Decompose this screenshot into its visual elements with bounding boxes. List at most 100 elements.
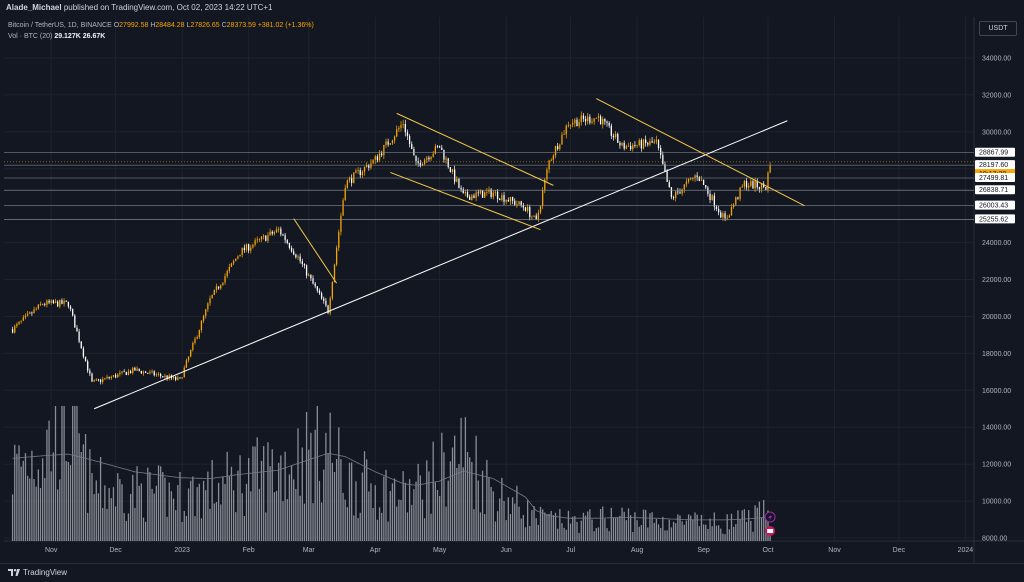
level-label: 26003.43 xyxy=(979,203,1008,210)
candle-body xyxy=(625,146,627,149)
volume-bar xyxy=(623,511,625,541)
candle-body xyxy=(136,368,138,371)
candle-body xyxy=(282,234,284,236)
candle-body xyxy=(696,175,698,177)
volume-bar xyxy=(372,508,374,541)
volume-bar xyxy=(258,488,261,541)
candle-body xyxy=(91,373,93,382)
volume-bar xyxy=(138,485,140,541)
volume-bar xyxy=(722,533,724,541)
level-tag[interactable] xyxy=(975,147,1015,157)
volume-bar xyxy=(370,483,372,541)
volume-bar xyxy=(760,517,763,541)
candle-body xyxy=(179,377,181,379)
symbol-name[interactable]: Bitcoin / TetherUS, 1D, BINANCE xyxy=(8,22,112,29)
candle-body xyxy=(314,283,316,287)
volume-bar xyxy=(694,512,696,541)
price-tick-label: 22000.00 xyxy=(982,277,1011,284)
volume-bar xyxy=(681,521,683,541)
candle-body xyxy=(675,191,677,198)
candle-body xyxy=(565,125,567,135)
volume-bar xyxy=(179,471,181,541)
candle-body xyxy=(651,141,653,143)
candle-body xyxy=(587,116,589,122)
candle-body xyxy=(134,367,136,371)
level-tag[interactable] xyxy=(975,185,1015,195)
candle-body xyxy=(469,196,471,200)
volume-bar xyxy=(728,529,730,541)
candle-body xyxy=(288,242,291,248)
candle-body xyxy=(329,298,331,313)
level-tag[interactable] xyxy=(975,160,1015,170)
level-tag[interactable] xyxy=(975,173,1015,183)
price-tick-label: 8000.00 xyxy=(982,536,1007,543)
volume-bar xyxy=(224,484,226,541)
volume-bar xyxy=(308,449,310,541)
price-tick-label: 12000.00 xyxy=(982,462,1011,469)
volume-bar xyxy=(108,487,110,541)
volume-bar xyxy=(65,461,67,541)
candle-body xyxy=(614,133,617,138)
candle-body xyxy=(428,157,430,160)
volume-bar xyxy=(526,500,529,541)
level-tag[interactable] xyxy=(975,200,1015,210)
candle-body xyxy=(241,247,243,255)
candle-body xyxy=(741,186,743,188)
volume-bar xyxy=(660,528,662,541)
volume-bar xyxy=(41,458,44,541)
volume-bar xyxy=(213,503,215,541)
volume-bar xyxy=(187,488,190,541)
candle-body xyxy=(359,170,361,176)
candle-body xyxy=(84,356,87,362)
volume-bar xyxy=(411,504,413,541)
candle-body xyxy=(33,309,35,314)
candle-body xyxy=(222,282,224,286)
candle-body xyxy=(520,201,522,206)
candle-body xyxy=(194,338,196,343)
volume-bar xyxy=(91,473,93,541)
volume-bar xyxy=(331,462,333,541)
volume-bar xyxy=(147,467,149,541)
candle-body xyxy=(110,376,112,379)
candle-body xyxy=(235,258,237,262)
volume-label[interactable]: Vol · BTC (20) xyxy=(8,33,53,40)
volume-bar xyxy=(110,498,112,541)
candle-body xyxy=(657,139,660,148)
publisher-name[interactable]: Alade_Michael xyxy=(6,3,62,12)
volume-bar xyxy=(726,514,728,541)
volume-bar xyxy=(353,515,355,541)
volume-bar xyxy=(119,479,121,541)
volume-bar xyxy=(357,517,359,541)
candle-body xyxy=(415,155,417,162)
volume-bar xyxy=(735,524,737,541)
candle-body xyxy=(323,298,325,301)
channel-upper-trend-line[interactable] xyxy=(396,112,554,186)
ascending-support-trend-line[interactable] xyxy=(93,120,788,410)
currency-button[interactable]: USDT xyxy=(979,21,1017,36)
candle-body xyxy=(327,305,329,313)
candle-body xyxy=(187,356,190,361)
candle-body xyxy=(121,371,123,373)
ohlc-open-label: O xyxy=(113,22,120,29)
volume-bar xyxy=(542,509,544,541)
candle-body xyxy=(754,181,756,189)
candle-body xyxy=(709,193,711,200)
descending-resistance-trend-line[interactable] xyxy=(596,98,805,207)
volume-bar xyxy=(677,514,679,541)
volume-bar xyxy=(471,462,473,541)
level-tag[interactable] xyxy=(975,214,1015,224)
chart-area[interactable] xyxy=(4,17,974,541)
candle-body xyxy=(87,361,89,371)
volume-bar xyxy=(741,510,743,541)
price-chart[interactable]: 34000.0032000.0030000.0028000.0026000.00… xyxy=(0,0,1024,563)
volume-bar xyxy=(250,491,252,541)
tradingview-logo[interactable]: TradingView xyxy=(8,568,67,577)
volume-bar xyxy=(160,466,162,541)
falling-wedge-top-trend-line[interactable] xyxy=(293,218,338,284)
candle-body xyxy=(606,121,608,123)
candle-body xyxy=(153,371,155,376)
candle-body xyxy=(529,206,531,218)
candle-body xyxy=(286,240,288,243)
candle-body xyxy=(642,139,645,149)
channel-lower-trend-line[interactable] xyxy=(390,171,541,231)
